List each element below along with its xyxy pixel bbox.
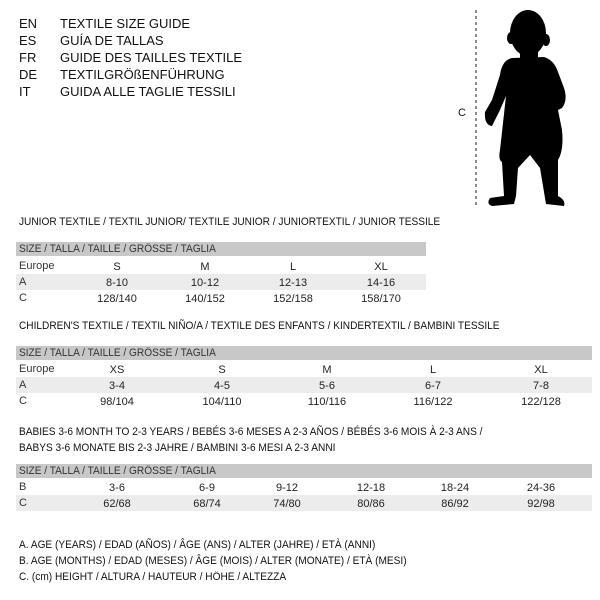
table-row: C 62/68 68/74 74/80 80/86 86/92 92/98	[16, 495, 592, 511]
lang-title: TEXTILGRÖßENFÜHRUNG	[60, 67, 225, 82]
lang-code: IT	[19, 84, 31, 99]
lang-title: TEXTILE SIZE GUIDE	[60, 16, 191, 31]
lang-title: GUIDA ALLE TAGLIE TESSILI	[60, 84, 236, 99]
table-cell: 152/158	[273, 293, 313, 305]
table-cell: L	[289, 261, 297, 273]
row-label: Europe	[19, 363, 55, 375]
baby-silhouette-icon	[475, 10, 566, 207]
table-row: B 3-6 6-9 9-12 12-18 18-24 24-36	[16, 479, 592, 495]
row-label: Europe	[19, 260, 55, 272]
junior-size-header: SIZE / TALLA / TAILLE / GRÖSSE / TAGLIA	[16, 242, 426, 256]
table-cell: 92/98	[527, 498, 555, 510]
table-cell: 104/110	[202, 396, 242, 408]
table-cell: M	[200, 261, 210, 273]
table-cell: 68/74	[193, 498, 221, 510]
lang-code: EN	[19, 16, 38, 31]
babies-section-title: BABIES 3-6 MONTH TO 2-3 YEARS / BEBÉS 3-…	[19, 426, 483, 438]
table-cell: M	[322, 364, 332, 376]
table-cell: XL	[374, 261, 388, 273]
legend-a: A. AGE (YEARS) / EDAD (AÑOS) / ÂGE (ANS)…	[19, 539, 376, 551]
table-cell: 6-7	[425, 380, 441, 392]
table-cell: 122/128	[521, 396, 561, 408]
table-cell: 86/92	[441, 498, 469, 510]
row-label: C	[19, 395, 27, 407]
size-header-text: SIZE / TALLA / TAILLE / GRÖSSE / TAGLIA	[19, 243, 216, 255]
table-cell: 24-36	[526, 482, 556, 494]
table-cell: 5-6	[319, 380, 335, 392]
table-cell: S	[113, 261, 121, 273]
table-row: C 128/140 140/152 152/158 158/170	[16, 290, 426, 306]
size-header-text: SIZE / TALLA / TAILLE / GRÖSSE / TAGLIA	[19, 347, 216, 359]
table-cell: 6-9	[199, 482, 215, 494]
size-header-text: SIZE / TALLA / TAILLE / GRÖSSE / TAGLIA	[19, 465, 216, 477]
table-cell: 3-4	[109, 380, 125, 392]
table-cell: 9-12	[275, 482, 299, 494]
table-cell: L	[429, 364, 437, 376]
babies-size-header: SIZE / TALLA / TAILLE / GRÖSSE / TAGLIA	[16, 464, 592, 478]
table-cell: 3-6	[109, 482, 125, 494]
table-row: Europe S M L XL	[16, 258, 426, 274]
table-cell: 74/80	[273, 498, 301, 510]
table-cell: 18-24	[440, 482, 470, 494]
lang-code: ES	[19, 33, 37, 48]
height-measure-label: C	[458, 107, 466, 119]
table-row: A 8-10 10-12 12-13 14-16	[16, 274, 426, 290]
lang-title: GUIDE DES TAILLES TEXTILE	[60, 50, 243, 65]
table-cell: 158/170	[361, 293, 401, 305]
table-cell: 80/86	[357, 498, 385, 510]
table-cell: 7-8	[533, 380, 549, 392]
table-cell: 110/116	[307, 396, 347, 408]
legend-b: B. AGE (MONTHS) / EDAD (MESES) / ÂGE (MO…	[19, 555, 407, 567]
table-cell: 98/104	[100, 396, 134, 408]
table-cell: 62/68	[103, 498, 131, 510]
row-label: C	[19, 292, 27, 304]
babies-section-title-line2: BABYS 3-6 MONATE BIS 2-3 JAHRE / BAMBINI…	[19, 442, 336, 454]
table-cell: 4-5	[214, 380, 230, 392]
children-size-header: SIZE / TALLA / TAILLE / GRÖSSE / TAGLIA	[16, 346, 592, 360]
table-row: A 3-4 4-5 5-6 6-7 7-8	[16, 377, 592, 393]
table-cell: 14-16	[366, 277, 396, 289]
table-cell: 140/152	[185, 293, 225, 305]
lang-code: FR	[19, 50, 37, 65]
row-label: A	[19, 379, 27, 391]
row-label: C	[19, 497, 27, 509]
table-cell: S	[218, 364, 226, 376]
lang-title: GUÍA DE TALLAS	[60, 33, 164, 48]
table-cell: 10-12	[190, 277, 220, 289]
table-row: C 98/104 104/110 110/116 116/122 122/128	[16, 393, 592, 409]
table-row: Europe XS S M L XL	[16, 361, 592, 377]
lang-code: DE	[19, 67, 38, 82]
legend-c: C. (cm) HEIGHT / ALTURA / HAUTEUR / HÖHE…	[19, 571, 287, 583]
row-label: B	[19, 481, 27, 493]
children-section-title: CHILDREN'S TEXTILE / TEXTIL NIÑO/A / TEX…	[19, 320, 500, 332]
junior-section-title: JUNIOR TEXTILE / TEXTIL JUNIOR/ TEXTILE …	[19, 216, 441, 228]
table-cell: XL	[534, 364, 548, 376]
row-label: A	[19, 276, 27, 288]
table-cell: 12-18	[356, 482, 386, 494]
table-cell: 116/122	[413, 396, 453, 408]
table-cell: 128/140	[97, 293, 137, 305]
table-cell: XS	[109, 364, 125, 376]
table-cell: 12-13	[278, 277, 308, 289]
table-cell: 8-10	[105, 277, 129, 289]
